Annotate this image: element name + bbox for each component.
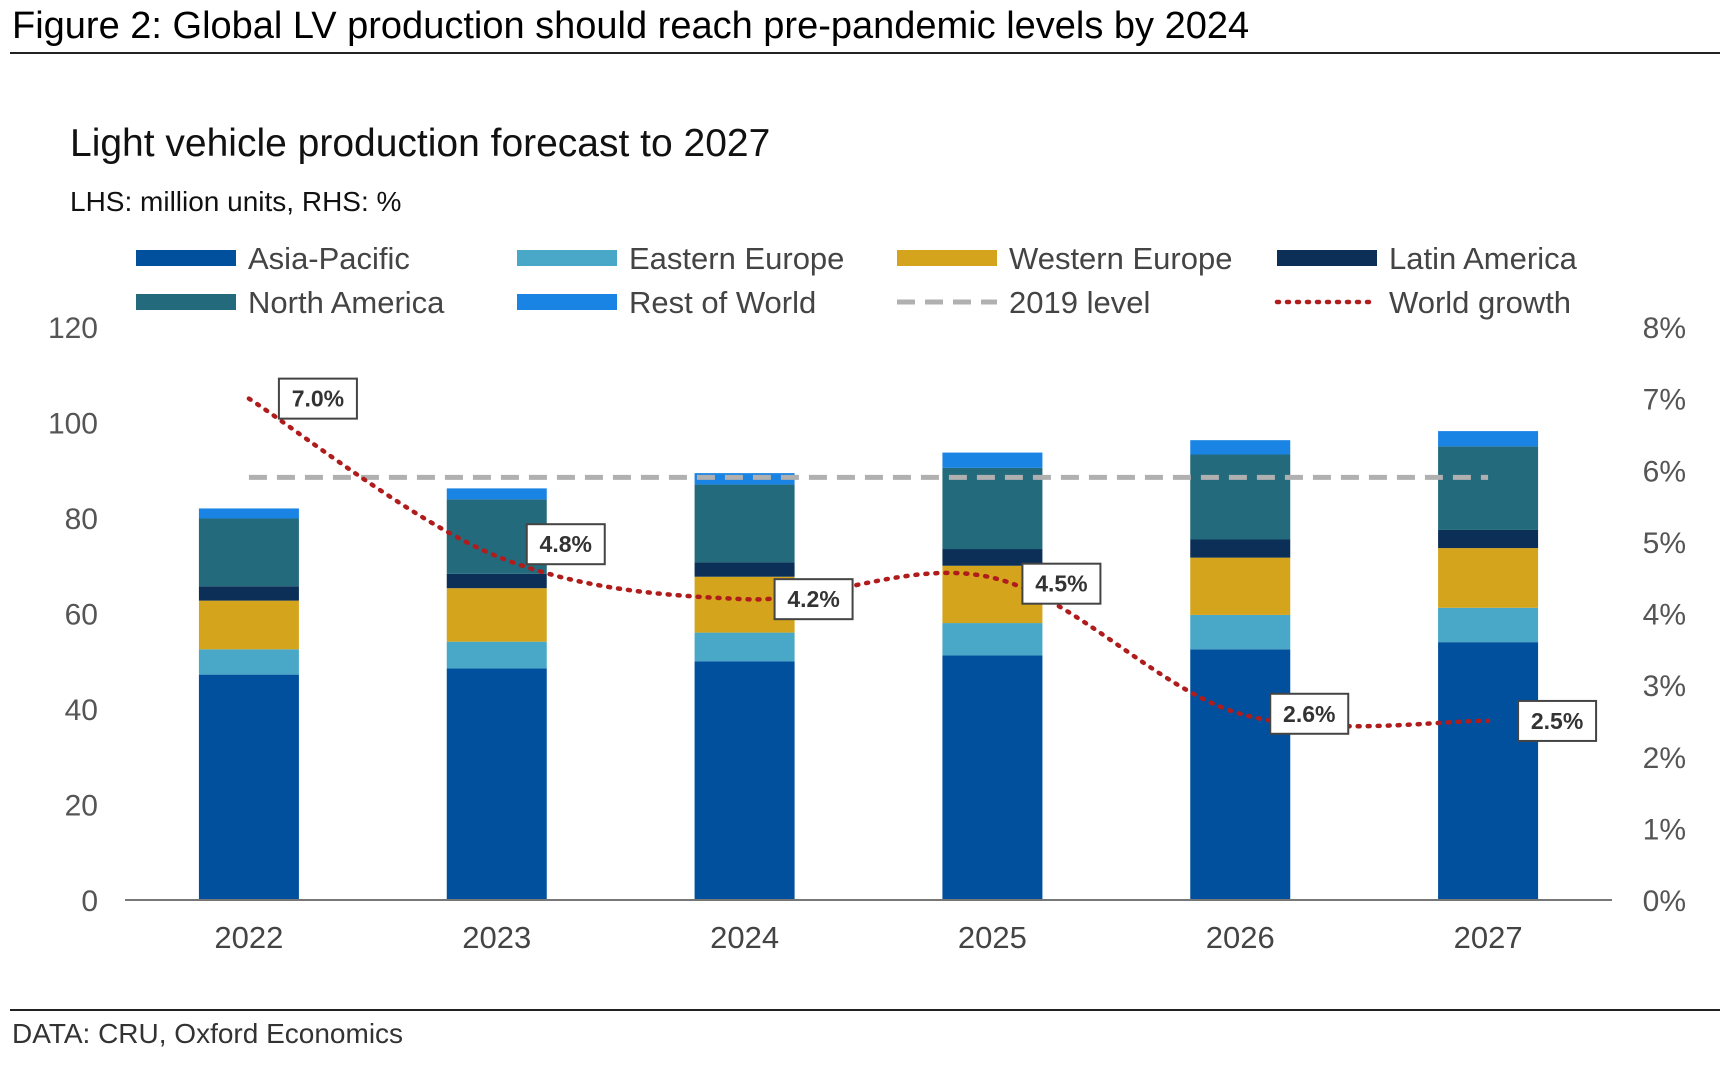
growth-label-box (1021, 562, 1102, 605)
right-tick-label: 3% (1643, 670, 1686, 703)
right-tick-label: 6% (1643, 455, 1686, 488)
left-axis: 0 20 40 60 80 100 120 (48, 312, 98, 918)
bar-segment-western-europe (1190, 557, 1291, 615)
bar-segment-asia-pacific (942, 655, 1043, 900)
right-tick-label: 2% (1643, 742, 1686, 775)
chart-title: Light vehicle production forecast to 202… (70, 122, 770, 165)
bar-segment-western-europe (1438, 548, 1539, 608)
bar-segment-rest-of-world (198, 508, 299, 519)
right-tick-label: 7% (1643, 384, 1686, 417)
left-tick-label: 100 (48, 408, 98, 441)
right-tick-label: 8% (1643, 312, 1686, 345)
right-tick-label: 5% (1643, 527, 1686, 560)
right-tick-label: 0% (1643, 885, 1686, 918)
x-axis-labels: 2022 2023 2024 2025 2026 2027 (214, 920, 1522, 955)
right-tick-label: 1% (1643, 813, 1686, 846)
growth-data-label: 2.6% (1283, 701, 1335, 727)
bar-segment-eastern-europe (694, 632, 795, 662)
world-growth-line (246, 396, 1491, 729)
bar-segment-asia-pacific (1190, 649, 1291, 900)
x-tick-label: 2024 (710, 920, 779, 955)
bar-segment-north-america (1438, 446, 1539, 530)
bar-segment-eastern-europe (198, 649, 299, 675)
bar-segment-north-america (1190, 454, 1291, 540)
legend-label-eastern-europe: Eastern Europe (629, 241, 844, 276)
legend-label-latin-america: Latin America (1389, 241, 1578, 276)
growth-label-box (773, 578, 854, 621)
bar-segment-rest-of-world (694, 473, 795, 485)
legend-swatch-rest-of-world (517, 294, 617, 310)
growth-data-label: 4.2% (787, 586, 839, 612)
bar-segment-eastern-europe (942, 623, 1043, 656)
left-tick-label: 0 (81, 885, 98, 918)
chart: Light vehicle production forecast to 202… (48, 122, 1686, 955)
bars (198, 431, 1539, 900)
right-tick-label: 4% (1643, 599, 1686, 632)
growth-label-box (1517, 699, 1598, 742)
bar-segment-rest-of-world (1190, 440, 1291, 455)
bar-segment-asia-pacific (198, 674, 299, 900)
bar-segment-north-america (694, 484, 795, 563)
bar-segment-rest-of-world (1438, 431, 1539, 447)
left-tick-label: 80 (65, 503, 98, 536)
left-tick-label: 120 (48, 312, 98, 345)
figure-title: Figure 2: Global LV production should re… (12, 5, 1250, 47)
bar-segment-western-europe (198, 600, 299, 650)
legend-label-asia-pacific: Asia-Pacific (248, 241, 410, 276)
bar-segment-asia-pacific (1438, 642, 1539, 900)
legend: Asia-Pacific Eastern Europe Western Europe… (136, 241, 1578, 320)
legend-swatch-eastern-europe (517, 250, 617, 266)
growth-data-label: 4.8% (540, 531, 592, 557)
bar-segment-latin-america (1438, 529, 1539, 549)
legend-swatch-north-america (136, 294, 236, 310)
bar-segment-rest-of-world (446, 488, 547, 500)
growth-label-box (1269, 692, 1350, 735)
bar-segment-latin-america (1190, 539, 1291, 558)
bar-segment-latin-america (694, 562, 795, 577)
legend-swatch-latin-america (1277, 250, 1377, 266)
legend-label-north-america: North America (248, 285, 445, 320)
right-axis: 0% 1% 2% 3% 4% 5% 6% 7% 8% (1643, 312, 1686, 918)
bar-segment-eastern-europe (1438, 607, 1539, 643)
bar-segment-eastern-europe (1190, 614, 1291, 650)
bar-segment-latin-america (942, 549, 1043, 566)
bar-segment-asia-pacific (446, 668, 547, 900)
chart-subtitle: LHS: million units, RHS: % (70, 186, 401, 217)
bar-segment-rest-of-world (942, 452, 1043, 468)
x-tick-label: 2027 (1454, 920, 1523, 955)
left-tick-label: 40 (65, 694, 98, 727)
legend-label-2019-level: 2019 level (1009, 285, 1150, 320)
bar-segment-north-america (198, 518, 299, 587)
growth-data-label: 4.5% (1035, 571, 1087, 597)
x-tick-label: 2026 (1206, 920, 1275, 955)
legend-swatch-asia-pacific (136, 250, 236, 266)
growth-line-group: 7.0% 4.8% 4.2% 4.5% 2.6% 2.5% (246, 377, 1598, 742)
growth-label-box (277, 377, 358, 420)
x-tick-label: 2025 (958, 920, 1027, 955)
title-rule (10, 52, 1720, 54)
growth-data-label: 2.5% (1531, 708, 1583, 734)
bar-segment-western-europe (446, 588, 547, 642)
bar-segment-north-america (942, 467, 1043, 550)
bar-segment-eastern-europe (446, 641, 547, 669)
growth-data-label: 7.0% (292, 386, 344, 412)
legend-label-western-europe: Western Europe (1009, 241, 1232, 276)
left-tick-label: 20 (65, 790, 98, 823)
left-tick-label: 60 (65, 599, 98, 632)
footer-rule (10, 1009, 1720, 1011)
x-tick-label: 2023 (462, 920, 531, 955)
legend-swatch-western-europe (897, 250, 997, 266)
growth-label-box (525, 523, 606, 566)
legend-label-world-growth: World growth (1389, 285, 1571, 320)
bar-segment-asia-pacific (694, 661, 795, 900)
bar-segment-latin-america (446, 573, 547, 589)
legend-label-rest-of-world: Rest of World (629, 285, 816, 320)
x-tick-label: 2022 (214, 920, 283, 955)
bar-segment-latin-america (198, 586, 299, 601)
source-note: DATA: CRU, Oxford Economics (12, 1018, 404, 1049)
